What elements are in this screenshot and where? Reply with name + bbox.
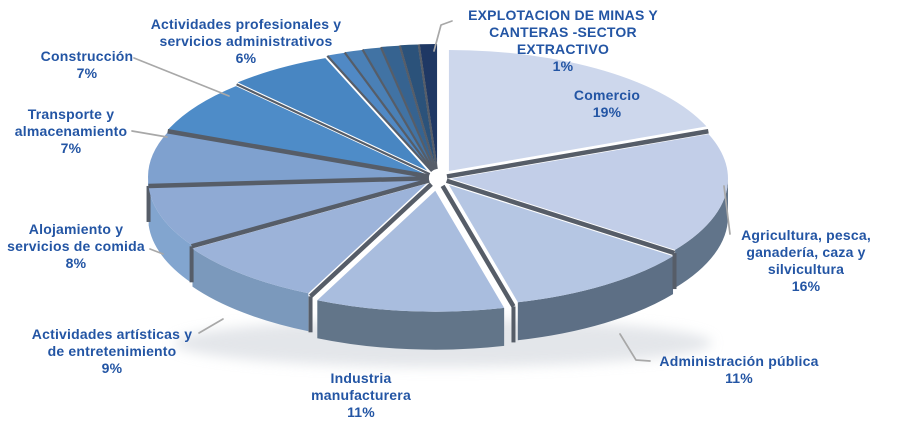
leader-line-administracion-publica <box>619 333 651 362</box>
slice-divider <box>440 184 516 308</box>
slice-divider <box>445 178 676 256</box>
leader-line-transporte <box>131 130 168 138</box>
leader-line-agricultura-pesca <box>723 185 731 235</box>
slice-divider <box>446 129 709 179</box>
pie-slice-actividades-artisticas-y <box>192 183 427 294</box>
pie-slice-administracion-publica <box>448 185 674 303</box>
leader-line-construccion <box>133 57 230 97</box>
pie-wall-alojamiento-y-servicios <box>148 187 192 283</box>
pie-top-slices <box>148 44 728 312</box>
pie-slice-construccion <box>167 86 426 175</box>
pie-wall-industria-manufacturera <box>317 300 505 350</box>
pie-slice-comercio <box>448 49 707 171</box>
leader-line-explotacion-minas <box>433 20 453 52</box>
pie-slice-industria-manufacturera <box>317 190 505 312</box>
slice-divider <box>308 182 433 298</box>
slice-divider <box>398 45 437 170</box>
pie-slice-alojamiento-y-servicios <box>148 179 426 245</box>
pie-slice-agricultura-pesca-ganaderia <box>450 134 728 250</box>
slice-divider <box>379 46 436 171</box>
pie-slice-transporte-y-almacenamiento <box>148 132 426 185</box>
slice-divider <box>417 44 438 170</box>
slice-divider <box>343 51 434 172</box>
leader-line-actividades-artisticas <box>198 318 224 334</box>
leader-lines <box>131 20 731 362</box>
slice-divider <box>190 178 430 249</box>
pie-wall-administracion-publica <box>517 256 674 341</box>
slice-divider <box>148 176 429 189</box>
pie-slice-actividades-profesionales-y <box>237 58 428 171</box>
pie-wall-actividades-artisticas-y <box>192 248 309 332</box>
slice-divider <box>236 83 431 176</box>
leader-line-alojamiento <box>149 248 164 255</box>
slice-divider <box>361 49 435 171</box>
slice-divider <box>326 55 433 172</box>
pie-wall-agricultura-pesca-ganaderia <box>675 178 728 288</box>
pie-walls <box>146 177 728 350</box>
slice-divider <box>167 129 430 179</box>
slice-divider-lines <box>148 44 709 308</box>
